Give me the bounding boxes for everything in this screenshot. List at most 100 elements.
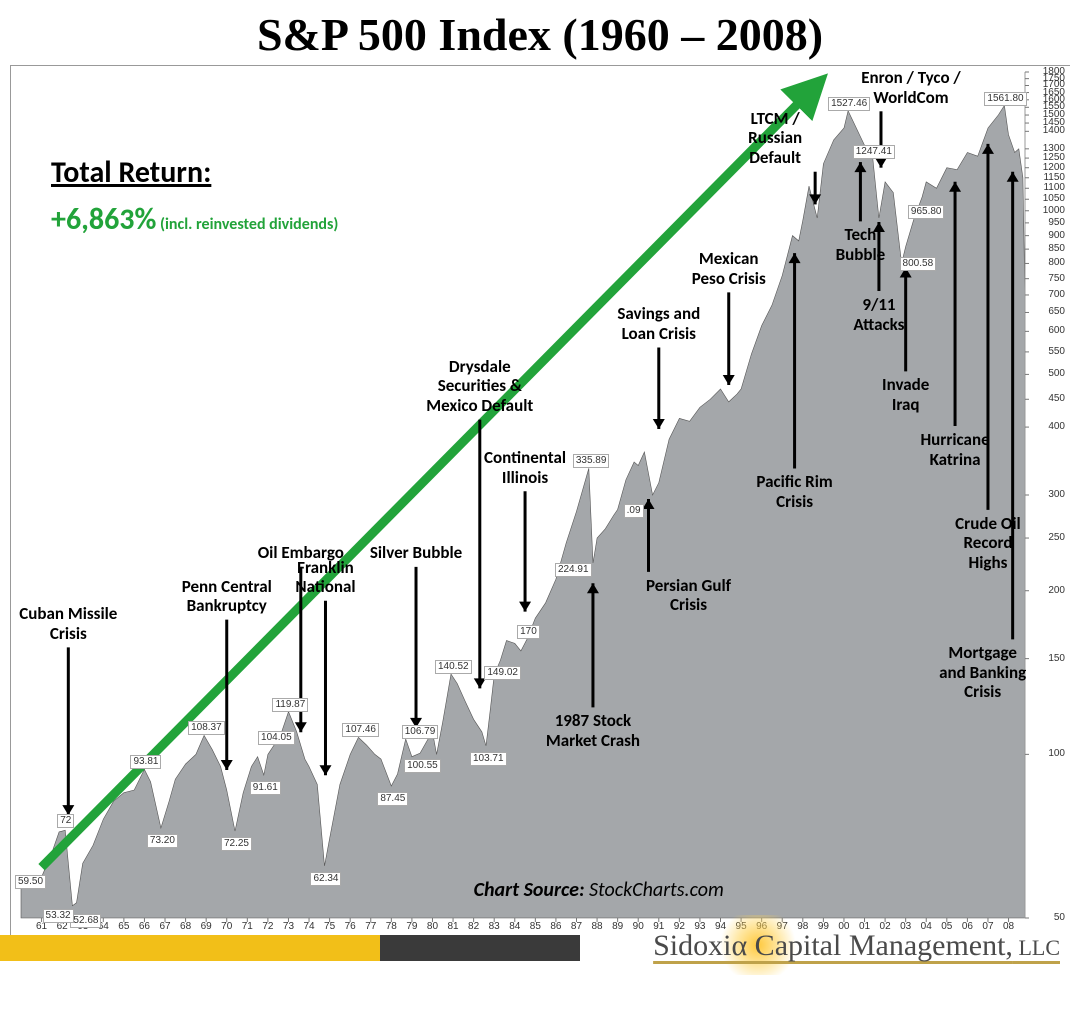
- chart-source-label: Chart Source:: [474, 878, 585, 902]
- y-tick-label: 550: [1048, 346, 1065, 357]
- series-value-label: 149.02: [484, 666, 521, 680]
- x-tick-label: 88: [592, 921, 603, 932]
- footer: Sidoxiα Capital Management, LLC: [0, 935, 1080, 995]
- event-label: 1987 Stock Market Crash: [538, 711, 648, 750]
- x-tick-label: 77: [365, 921, 376, 932]
- total-return-value: +6,863%: [51, 201, 156, 238]
- series-value-label: 93.81: [130, 755, 161, 769]
- event-label: Savings and Loan Crisis: [604, 304, 714, 343]
- series-value-label: 1247.41: [853, 145, 895, 159]
- y-tick-label: 1200: [1043, 162, 1065, 173]
- series-value-label: 100.55: [404, 759, 441, 773]
- series-value-label: 140.52: [435, 660, 472, 674]
- y-tick-label: 50: [1054, 912, 1065, 923]
- x-tick-label: 65: [118, 921, 129, 932]
- x-tick-label: 72: [262, 921, 273, 932]
- event-label: Penn Central Bankruptcy: [172, 577, 282, 616]
- event-label: Continental Illinois: [475, 448, 575, 487]
- total-return-box: Total Return: +6,863% (incl. reinvested …: [51, 154, 338, 238]
- y-tick-label: 250: [1048, 532, 1065, 543]
- series-value-label: 104.05: [258, 731, 295, 745]
- y-tick-label: 1150: [1043, 172, 1065, 183]
- y-tick-label: 650: [1048, 306, 1065, 317]
- x-tick-label: 81: [447, 921, 458, 932]
- event-label: Tech Bubble: [825, 225, 895, 264]
- series-value-label: 108.37: [188, 721, 225, 735]
- y-tick-label: 1800: [1043, 66, 1065, 77]
- y-tick-label: 200: [1048, 585, 1065, 596]
- x-tick-label: 78: [386, 921, 397, 932]
- x-tick-label: 79: [406, 921, 417, 932]
- x-tick-label: 89: [612, 921, 623, 932]
- event-label: 9/11 Attacks: [844, 295, 914, 334]
- brand-suffix: LLC: [1013, 935, 1060, 960]
- series-value-label: 91.61: [250, 781, 281, 795]
- series-value-label: 87.45: [377, 792, 408, 806]
- series-value-label: 103.71: [470, 752, 507, 766]
- event-label: Drysdale Securities & Mexico Default: [420, 357, 540, 416]
- y-tick-label: 850: [1048, 243, 1065, 254]
- x-tick-label: 75: [324, 921, 335, 932]
- x-tick-label: 86: [550, 921, 561, 932]
- series-value-label: 53.32: [43, 909, 74, 923]
- series-value-label: 72.25: [221, 837, 252, 851]
- y-tick-label: 400: [1048, 421, 1065, 432]
- y-tick-label: 750: [1048, 273, 1065, 284]
- brand-main: Sidoxiα Capital Management,: [653, 929, 1013, 962]
- event-label: Cuban Missile Crisis: [13, 604, 123, 643]
- y-tick-label: 1300: [1043, 143, 1065, 154]
- y-tick-label: 450: [1048, 393, 1065, 404]
- x-tick-label: 74: [303, 921, 314, 932]
- y-tick-label: 150: [1048, 653, 1065, 664]
- x-tick-label: 69: [201, 921, 212, 932]
- chart-area: Total Return: +6,863% (incl. reinvested …: [10, 65, 1070, 935]
- y-tick-label: 600: [1048, 325, 1065, 336]
- y-tick-label: 700: [1048, 289, 1065, 300]
- total-return-subtitle: (incl. reinvested dividends): [160, 215, 338, 234]
- footer-bar: [0, 935, 380, 961]
- event-label: Mexican Peso Crisis: [679, 249, 779, 288]
- event-label: Invade Iraq: [871, 375, 941, 414]
- y-tick-label: 950: [1048, 217, 1065, 228]
- x-tick-label: 82: [468, 921, 479, 932]
- event-label: LTCM / Russian Default: [735, 109, 815, 168]
- event-label: Silver Bubble: [361, 543, 471, 563]
- x-tick-label: 83: [489, 921, 500, 932]
- y-tick-label: 1000: [1043, 205, 1065, 216]
- series-value-label: 73.20: [147, 834, 178, 848]
- y-tick-label: 1100: [1043, 182, 1065, 193]
- series-value-label: .09: [624, 504, 644, 518]
- event-label: Mortgage and Banking Crisis: [928, 643, 1038, 702]
- x-tick-label: 80: [427, 921, 438, 932]
- series-value-label: 965.80: [908, 205, 945, 219]
- y-tick-label: 100: [1048, 748, 1065, 759]
- footer-brand: Sidoxiα Capital Management, LLC: [653, 929, 1060, 963]
- x-tick-label: 67: [159, 921, 170, 932]
- series-value-label: 52.68: [70, 914, 101, 928]
- x-tick-label: 90: [633, 921, 644, 932]
- series-value-label: 1561.80: [984, 92, 1026, 106]
- event-label: Enron / Tyco / WorldCom: [851, 68, 971, 107]
- series-value-label: 59.50: [15, 875, 46, 889]
- y-tick-label: 1050: [1043, 193, 1065, 204]
- x-tick-label: 84: [509, 921, 520, 932]
- series-value-label: 119.87: [272, 698, 308, 712]
- series-value-label: 170: [517, 625, 540, 639]
- y-tick-label: 900: [1048, 230, 1065, 241]
- x-tick-label: 85: [530, 921, 541, 932]
- chart-source-value: StockCharts.com: [589, 878, 724, 902]
- x-tick-label: 70: [221, 921, 232, 932]
- chart-source: Chart Source: StockCharts.com: [474, 878, 724, 902]
- series-value-label: 224.91: [555, 563, 592, 577]
- x-tick-label: 66: [139, 921, 150, 932]
- event-label: Persian Gulf Crisis: [634, 576, 744, 615]
- x-tick-label: 76: [345, 921, 356, 932]
- footer-bar: [380, 935, 580, 961]
- x-tick-label: 71: [242, 921, 253, 932]
- event-label: Crude Oil Record Highs: [943, 514, 1033, 573]
- series-value-label: 800.58: [900, 257, 937, 271]
- total-return-title: Total Return:: [51, 154, 338, 191]
- series-value-label: 72: [57, 814, 74, 828]
- x-tick-label: 68: [180, 921, 191, 932]
- y-tick-label: 800: [1048, 257, 1065, 268]
